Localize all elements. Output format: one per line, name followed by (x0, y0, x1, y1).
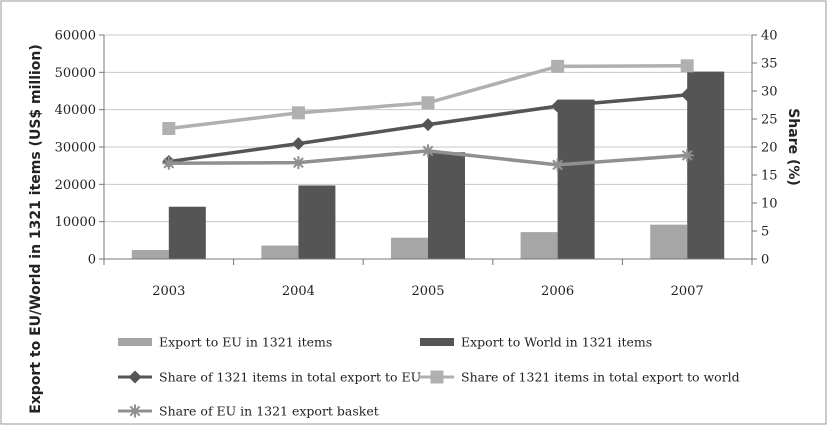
left-tick-label: 50000 (55, 66, 96, 81)
right-tick-label: 10 (761, 197, 778, 212)
bar-export-eu (520, 232, 558, 259)
line-share-export-world-point (162, 122, 176, 136)
bar-export-world (168, 206, 206, 259)
left-tick-label: 60000 (55, 29, 96, 44)
legend-share-export-eu: Share of 1321 items in total export to E… (118, 370, 421, 385)
legend-share-eu-basket: Share of EU in 1321 export basket (118, 404, 379, 419)
legend-label: Export to World in 1321 items (461, 335, 652, 350)
right-axis-title: Share (%) (785, 108, 801, 186)
line-share-eu-basket-point (551, 158, 565, 172)
right-tick-label: 15 (761, 169, 778, 184)
legend-label: Export to EU in 1321 items (159, 335, 332, 350)
bar-export-world (298, 185, 336, 259)
axes (103, 35, 753, 265)
line-share-eu-basket-point (162, 156, 176, 170)
x-tick-label: 2006 (541, 284, 574, 299)
right-tick-label: 30 (761, 85, 778, 100)
line-series (162, 59, 694, 172)
legend-swatch (118, 338, 152, 346)
bar-export-eu (131, 250, 169, 259)
left-tick-label: 20000 (55, 178, 96, 193)
right-tick-label: 0 (761, 253, 769, 268)
right-tick-label: 25 (761, 113, 778, 128)
right-tick-label: 20 (761, 141, 778, 156)
bar-export-world (557, 99, 595, 259)
line-share-export-eu-point (291, 137, 305, 151)
left-axis-title: Export to EU/World in 1321 items (US$ mi… (28, 44, 44, 414)
x-tick-label: 2005 (411, 284, 444, 299)
left-tick-label: 0 (88, 253, 96, 268)
x-tick-label: 2003 (152, 284, 185, 299)
legend-swatch-marker (430, 370, 444, 384)
legend-share-export-world: Share of 1321 items in total export to w… (420, 370, 740, 385)
left-tick-label: 40000 (55, 103, 96, 118)
right-tick-label: 35 (761, 57, 778, 72)
left-axis-ticks: 0 10000 20000 30000 40000 50000 60000 (55, 29, 104, 268)
right-tick-label: 5 (761, 225, 769, 240)
line-share-eu-basket-point (680, 148, 694, 162)
line-share-export-eu-point (680, 88, 694, 102)
legend-swatch (420, 338, 454, 346)
gridlines (104, 34, 752, 223)
legend-export-eu: Export to EU in 1321 items (118, 335, 332, 350)
bar-export-eu (650, 224, 688, 259)
line-share-eu-basket-point (421, 144, 435, 158)
legend: Export to EU in 1321 items Export to Worl… (118, 335, 740, 419)
line-share-export-world-point (680, 59, 694, 73)
line-share-eu-basket-point (291, 156, 305, 170)
line-share-export-world-point (551, 59, 565, 73)
bar-export-eu (391, 237, 428, 259)
right-tick-label: 40 (761, 29, 778, 44)
legend-swatch-marker (128, 370, 142, 384)
legend-label: Share of 1321 items in total export to w… (461, 370, 740, 385)
line-share-export-world-point (421, 96, 435, 110)
legend-export-world: Export to World in 1321 items (420, 335, 652, 350)
x-tick-label: 2007 (671, 284, 704, 299)
x-tick-label: 2004 (282, 284, 315, 299)
legend-swatch-marker (128, 404, 142, 418)
bar-export-eu (261, 245, 299, 259)
line-share-export-eu-point (421, 118, 435, 132)
right-axis-ticks: 0 5 10 15 20 25 30 35 40 (752, 29, 778, 268)
left-tick-label: 10000 (55, 215, 96, 230)
bar-export-world (428, 152, 465, 259)
bar-export-world (687, 71, 725, 259)
x-axis-labels: 2003 2004 2005 2006 2007 (152, 284, 703, 299)
legend-label: Share of 1321 items in total export to E… (159, 370, 421, 385)
bar-series (131, 71, 725, 259)
legend-label: Share of EU in 1321 export basket (159, 404, 379, 419)
line-share-export-world-point (291, 106, 305, 120)
left-tick-label: 30000 (55, 141, 96, 156)
line-share-export-eu-point (551, 99, 565, 113)
